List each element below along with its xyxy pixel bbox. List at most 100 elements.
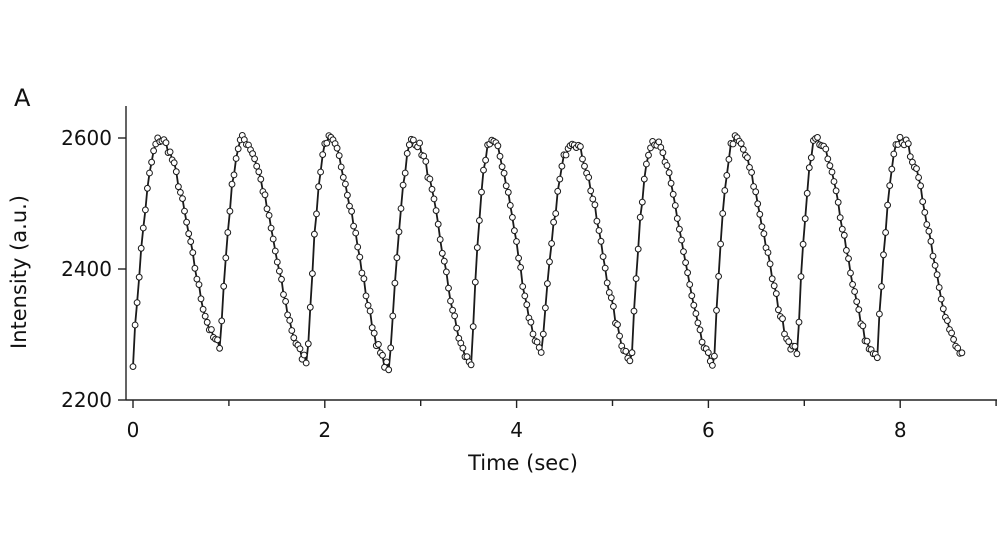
data-point [799, 240, 807, 248]
data-point [471, 278, 479, 286]
data-point [587, 187, 595, 195]
data-point [276, 267, 283, 275]
data-point [302, 359, 310, 367]
data-point [851, 288, 858, 295]
x-tick-label: 6 [702, 418, 715, 442]
data-point [504, 188, 512, 196]
data-point [296, 345, 304, 353]
data-point [253, 162, 261, 170]
data-point [317, 168, 325, 176]
data-point [360, 275, 368, 283]
data-point [203, 318, 211, 326]
data-point [449, 306, 457, 314]
data-point [193, 275, 201, 283]
data-point [482, 156, 490, 164]
data-point [199, 305, 207, 313]
data-point [665, 169, 673, 177]
data-point [709, 362, 716, 369]
data-point [185, 230, 193, 238]
data-point [313, 210, 320, 218]
data-point [521, 292, 529, 300]
data-point [224, 229, 232, 236]
data-point [775, 306, 782, 314]
data-point [319, 151, 327, 159]
axes: 2200 2400 2600 0 2 4 6 8 [61, 106, 997, 442]
data-point [432, 207, 440, 215]
data-point [537, 349, 545, 356]
data-point [754, 200, 762, 208]
data-point [692, 310, 700, 317]
data-point [913, 165, 920, 173]
data-point [919, 198, 927, 206]
data-point [711, 352, 718, 360]
data-point [142, 206, 149, 214]
data-point [937, 295, 945, 303]
data-point [744, 154, 751, 162]
data-point [344, 191, 351, 199]
data-point [150, 147, 158, 155]
data-point [682, 259, 689, 267]
data-point [478, 188, 485, 196]
data-point [172, 168, 180, 176]
data-point [948, 329, 955, 337]
data-point [438, 249, 446, 257]
data-point [739, 146, 747, 153]
data-point [269, 235, 277, 243]
data-point [690, 301, 698, 309]
data-point [667, 179, 675, 187]
data-point [300, 351, 308, 359]
data-point [589, 195, 597, 203]
data-point [440, 257, 448, 265]
data-point [929, 252, 937, 260]
data-point [228, 180, 236, 188]
data-point [554, 187, 562, 195]
data-point [257, 175, 265, 183]
x-tick-label: 8 [894, 418, 907, 442]
x-tick-label: 2 [318, 418, 331, 442]
data-point [389, 312, 397, 320]
data-point [430, 195, 438, 203]
data-point [216, 344, 224, 352]
data-point [622, 347, 630, 355]
data-point [593, 217, 601, 225]
data-point [342, 180, 349, 188]
data-point [502, 182, 510, 190]
data-point [550, 218, 557, 226]
data-point [603, 279, 611, 287]
data-point [803, 189, 811, 197]
data-point [181, 207, 188, 215]
data-point [626, 357, 634, 365]
data-point [170, 159, 178, 167]
data-point [350, 222, 358, 230]
data-point [643, 160, 650, 168]
data-point [375, 341, 382, 348]
data-point [214, 336, 221, 344]
data-point [273, 258, 281, 266]
data-point [628, 349, 636, 357]
data-point [840, 231, 848, 239]
data-point [688, 292, 696, 300]
data-point [577, 143, 584, 150]
data-point [362, 292, 370, 300]
data-point [191, 264, 199, 272]
data-point [632, 275, 640, 283]
data-point [832, 187, 840, 195]
data-point [443, 268, 450, 276]
data-point [201, 312, 209, 320]
data-point [354, 243, 362, 251]
data-point [766, 260, 774, 268]
data-point [459, 344, 467, 352]
data-point [770, 282, 778, 290]
data-point [416, 139, 424, 147]
data-point [694, 319, 702, 327]
data-point [183, 218, 191, 226]
data-point [539, 330, 547, 338]
data-point [179, 195, 186, 203]
data-point [523, 301, 531, 309]
data-point [696, 326, 704, 334]
data-point [139, 224, 147, 232]
data-point [267, 224, 275, 232]
data-point [383, 358, 391, 366]
data-point [915, 174, 922, 181]
data-point [133, 299, 141, 307]
